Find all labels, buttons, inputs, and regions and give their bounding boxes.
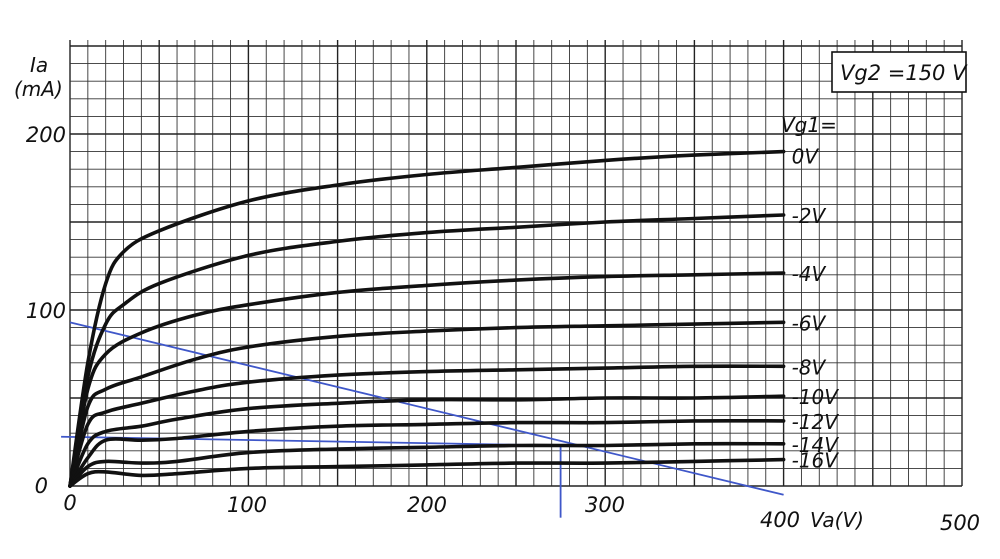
curve-vg1-minus-8v: [68, 364, 786, 488]
curve-vg1-minus-2v: [68, 213, 786, 488]
y-axis-unit: (mA): [14, 77, 63, 101]
curve-vg1-minus-14v: [68, 441, 786, 488]
curve-label: -8V: [792, 355, 827, 379]
x-axis-title: Va(V): [810, 508, 864, 532]
y-axis-title: Ia: [30, 53, 48, 77]
vg1-parameter-header: Vg1=: [781, 113, 837, 137]
curve-label: -16V: [792, 449, 840, 473]
curve-vg1-minus-16v: [68, 457, 786, 488]
curve-label: -12V: [792, 410, 840, 434]
curve-labels: 0V -2V -4V -6V -8V -10V-12V-14V-16V: [792, 145, 840, 473]
curve-label: 0V: [792, 145, 820, 169]
x-tick-labels: 0 100 200 300 400 500: [63, 491, 980, 535]
curve-vg1-minus-6v: [68, 320, 786, 488]
y-tick-100: 100: [26, 299, 66, 323]
grid: [69, 40, 963, 487]
operating-point-horizontal: [61, 435, 561, 447]
overlay-lines: [61, 321, 784, 518]
x-tick-200: 200: [407, 493, 447, 517]
y-tick-labels: 0 100 200: [26, 123, 66, 498]
x-tick-500: 500: [940, 511, 980, 535]
curve-label: -4V: [792, 262, 827, 286]
curves: [68, 149, 786, 488]
x-tick-400: 400: [760, 508, 800, 532]
curve-label: -10V: [792, 385, 840, 409]
curve-vg1-0v: [68, 149, 786, 488]
curve-label: -6V: [792, 311, 827, 335]
load-line: [69, 321, 784, 496]
x-tick-300: 300: [585, 493, 625, 517]
x-tick-100: 100: [227, 493, 267, 517]
curve-label: -14V: [792, 433, 840, 457]
y-tick-0: 0: [35, 474, 48, 498]
vg2-annotation-box: [831, 51, 967, 93]
curve-vg1-minus-10v: [68, 394, 786, 488]
curve-vg1-minus-4v: [68, 271, 786, 488]
vg2-annotation: Vg2 =150 V: [831, 51, 968, 93]
y-tick-200: 200: [26, 123, 66, 147]
curve-label: -2V: [792, 204, 827, 228]
curve-vg1-minus-12v: [68, 418, 786, 488]
x-tick-0: 0: [63, 491, 76, 515]
vg2-annotation-text: Vg2 =150 V: [840, 61, 968, 85]
